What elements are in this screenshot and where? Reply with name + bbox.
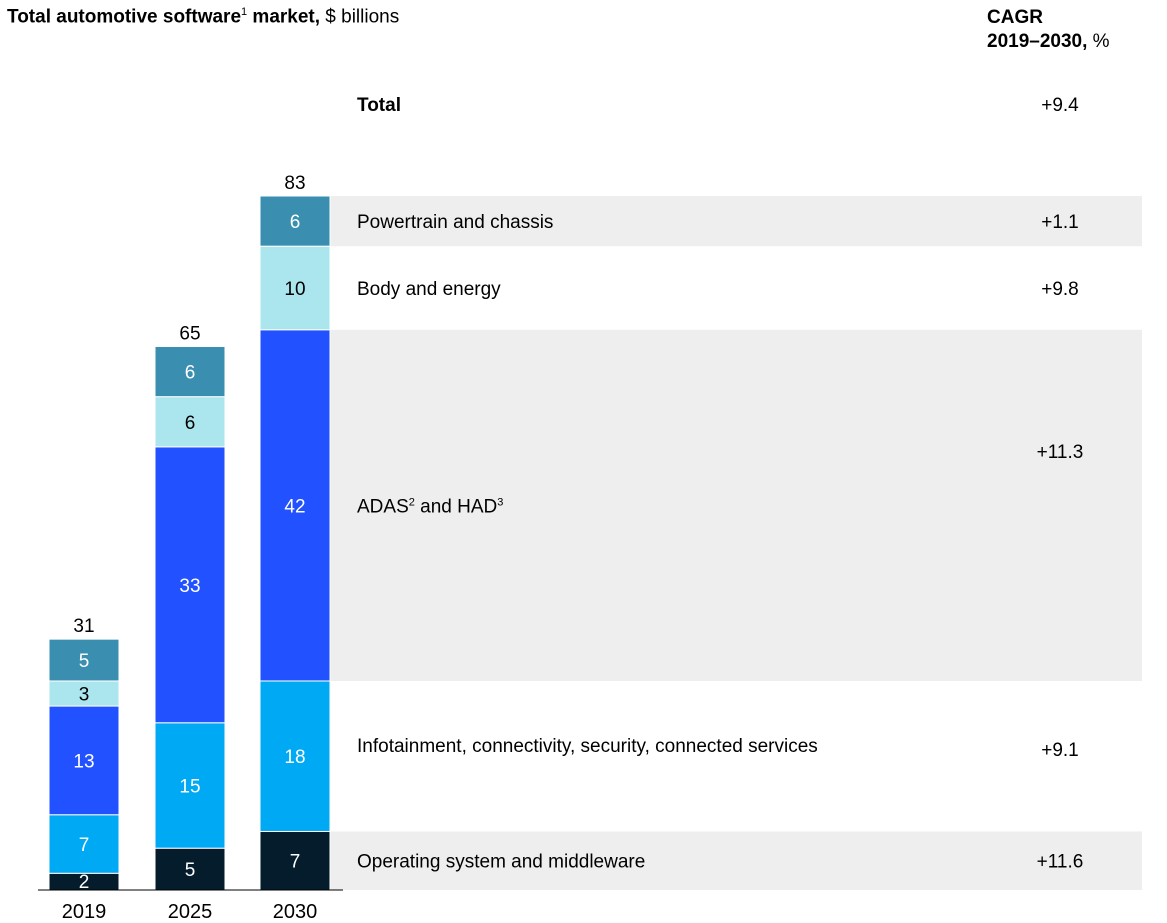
data-label-adas-2025: 33 [179,576,200,597]
legend-label-body: Body and energy [357,279,501,300]
band-powertrain [330,196,1142,247]
data-label-powertrain-2019: 5 [79,651,90,672]
cagr-header: CAGR 2019–2030, % [987,6,1110,54]
data-label-powertrain-2025: 6 [185,363,196,384]
band-os [330,831,1142,890]
total-label-2030: 83 [284,173,305,194]
data-label-infotainment-2030: 18 [284,747,305,768]
total-row-cagr: +9.4 [1041,95,1079,116]
bar-segment-adas-2025 [154,446,226,724]
data-label-os-2019: 2 [79,872,90,893]
bar-segment-os-2025 [154,847,226,891]
legend-label-infotainment: Infotainment, connectivity, security, co… [357,736,818,757]
bar-segment-adas-2030 [259,329,331,682]
band-adas [330,329,1142,681]
data-label-adas-2019: 13 [73,751,94,772]
bar-segment-os-2030 [259,830,331,891]
title-unit: $ billions [320,6,400,28]
legend-label-powertrain: Powertrain and chassis [357,212,553,233]
title-footnote: 1 [241,6,248,18]
data-label-body-2025: 6 [185,413,196,434]
cagr-value-adas: +11.3 [1037,442,1084,463]
data-label-os-2030: 7 [290,852,301,873]
data-label-os-2025: 5 [185,860,196,881]
total-label-2025: 65 [179,324,200,345]
total-row-label: Total [357,95,401,116]
bar-segment-powertrain-2025 [154,346,226,398]
data-label-body-2030: 10 [284,279,305,300]
bar-segment-powertrain-2030 [259,195,331,247]
bar-segment-powertrain-2019 [48,638,120,682]
bar-segment-body-2030 [259,245,331,331]
x-tick-2025: 2025 [168,901,213,923]
data-label-infotainment-2025: 15 [179,776,200,797]
data-label-infotainment-2019: 7 [79,835,90,856]
cagr-value-os: +11.6 [1037,852,1084,873]
cagr-value-infotainment: +9.1 [1041,740,1079,761]
cagr-value-powertrain: +1.1 [1041,212,1079,233]
bar-segment-infotainment-2019 [48,814,120,874]
x-tick-2019: 2019 [62,901,107,923]
x-tick-2030: 2030 [273,901,318,923]
cagr-value-body: +9.8 [1041,279,1079,300]
data-label-body-2019: 3 [79,685,90,706]
legend-label-os: Operating system and middleware [357,852,645,873]
bar-segment-body-2025 [154,396,226,448]
data-label-adas-2030: 42 [284,496,305,517]
cagr-header-line1: CAGR [987,7,1043,28]
bar-segment-body-2019 [48,680,120,707]
total-label-2019: 31 [73,616,94,637]
chart-title: Total automotive software1 market, $ bil… [7,6,399,28]
cagr-header-line2: 2019–2030, % [987,31,1110,52]
legend-label-adas: ADAS2 and HAD3 [357,496,503,517]
title-bold-tail: market, [247,6,321,28]
bar-segment-infotainment-2030 [259,680,331,832]
bar-segment-infotainment-2025 [154,722,226,849]
data-label-powertrain-2030: 6 [290,212,301,233]
title-bold: Total automotive software [7,6,242,28]
bar-segment-adas-2019 [48,705,120,816]
